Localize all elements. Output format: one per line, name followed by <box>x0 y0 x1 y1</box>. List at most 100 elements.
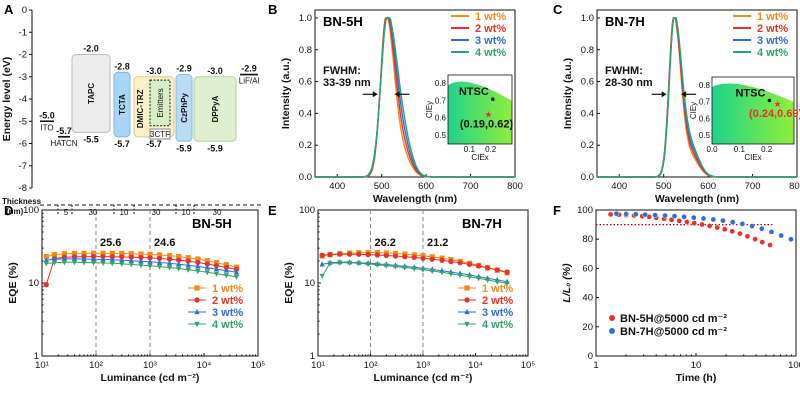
ntsc-point <box>767 98 772 103</box>
x-tick-label: 10³ <box>416 360 430 371</box>
y-tick-label: 0.8 <box>299 45 312 56</box>
data-point <box>90 260 97 266</box>
y-tick-label: 0.4 <box>299 108 312 119</box>
data-point <box>119 254 125 260</box>
inset-y-tick: 0.8 <box>699 81 711 90</box>
data-point <box>138 262 144 269</box>
data-point <box>100 250 106 256</box>
data-point <box>223 273 230 279</box>
data-point <box>494 267 500 273</box>
y-tick-label: -3 <box>19 72 27 83</box>
y-tick-label: -8 <box>19 183 27 194</box>
y-tick-label: -5 <box>19 116 27 127</box>
y-tick-label: 40 <box>582 293 593 304</box>
data-point <box>504 281 510 287</box>
data-point <box>476 276 482 282</box>
data-point <box>119 257 125 263</box>
data-point <box>739 221 746 227</box>
y-tick-label: 20 <box>582 322 593 333</box>
fwhm-arrowhead-left <box>372 91 378 98</box>
fwhm-arrowhead-left <box>661 91 667 98</box>
chart-title: BN-7H <box>605 14 645 29</box>
x-tick-label: 10 <box>691 360 702 371</box>
data-point <box>652 212 658 218</box>
legend-label: 1 wt% <box>757 11 788 23</box>
y-tick-label: -1 <box>19 27 27 38</box>
eqe-annotation: 24.6 <box>154 237 175 249</box>
fwhm-label: FWHM: <box>323 65 361 77</box>
thickness-unit: (nm) <box>6 207 24 216</box>
inset-y-label: CIEy <box>425 101 434 118</box>
cie-gamut <box>712 83 794 144</box>
eqe-annotation: 25.6 <box>100 237 121 249</box>
legend-marker <box>464 297 470 303</box>
x-tick-label: 100 <box>788 360 800 371</box>
layer-name-lif-al: LiF/Al <box>239 77 260 86</box>
data-point <box>767 242 773 248</box>
data-point <box>51 251 58 258</box>
panel-label-a: A <box>4 2 14 17</box>
data-point <box>138 258 144 264</box>
data-point <box>138 254 144 261</box>
inset-x-tick: 0.2 <box>761 145 773 154</box>
data-point <box>43 282 49 288</box>
lumo-value: -2.8 <box>114 61 130 71</box>
data-point <box>710 216 717 223</box>
data-point <box>319 273 325 280</box>
data-point <box>128 251 134 257</box>
y-tick-label: -4 <box>19 94 27 105</box>
data-point <box>109 261 115 267</box>
data-point <box>233 274 240 280</box>
inset-x-label: CIEx <box>471 153 488 162</box>
layer-name-tapc: TAPC <box>87 83 96 104</box>
panel-c: 400 500 600 700 800 0.0 0.2 0.4 0.6 0.8 1.0 Wavelen… <box>562 9 800 205</box>
data-point <box>420 255 426 261</box>
data-point <box>166 260 173 266</box>
data-point <box>429 256 435 262</box>
y-tick-label: 0.6 <box>581 77 594 88</box>
data-point <box>768 229 775 235</box>
x-tick-label: 500 <box>374 181 390 192</box>
y-tick-label: 0.4 <box>581 108 594 119</box>
panel-d: 10¹ 10² 10³ 10⁴ 10⁵ 1 10 100 Luminance (cd m⁻²) E… <box>7 205 265 384</box>
x-tick-label: 1 <box>593 360 598 371</box>
x-tick-label: 400 <box>611 181 627 192</box>
panel-a: 0 -1 -2 -3 -4 -5 -6 -7 -8 Energy level (eV) -5.0 IT… <box>1 5 262 217</box>
y-axis-label: L/L₀ (%) <box>561 263 573 303</box>
fwhm-label: FWHM: <box>605 65 643 77</box>
data-point <box>185 262 191 268</box>
x-tick-label: 700 <box>463 181 479 192</box>
y-tick-label: 0.8 <box>581 45 594 56</box>
data-point <box>720 217 726 224</box>
data-point <box>347 260 353 266</box>
data-point <box>213 263 220 269</box>
data-point <box>706 223 713 229</box>
chart-title: BN-5H <box>323 14 363 29</box>
ntsc-label: NTSC <box>735 87 765 99</box>
lumo-value: -2.0 <box>83 44 99 54</box>
data-point <box>61 260 68 266</box>
y-tick-label: 100 <box>23 205 39 216</box>
x-tick-label: 10⁴ <box>197 360 212 371</box>
data-point <box>466 274 473 280</box>
inset-y-tick: 0.7 <box>435 96 447 105</box>
y-tick-label: 0.2 <box>581 140 594 151</box>
x-axis-label: Luminance (cd m⁻²) <box>101 372 200 384</box>
thickness-value: 10 <box>182 208 191 217</box>
y-tick-label: 10 <box>304 278 315 289</box>
inset-y-tick: 0.6 <box>699 114 711 123</box>
y-tick-label: 0.0 <box>299 172 312 183</box>
data-point <box>81 260 87 266</box>
y-tick-label: 1 <box>34 351 39 362</box>
data-point <box>374 252 380 258</box>
emitters-box <box>149 79 171 127</box>
data-point <box>176 266 182 272</box>
data-point <box>166 256 173 262</box>
y-tick-label: 0.6 <box>299 77 312 88</box>
lumo-value: -3.0 <box>146 66 162 76</box>
panel-label-d: D <box>4 203 13 218</box>
data-point <box>319 261 325 267</box>
data-point <box>51 256 58 262</box>
data-point <box>752 236 758 243</box>
layer-name-emitters: Emitters <box>156 88 165 117</box>
